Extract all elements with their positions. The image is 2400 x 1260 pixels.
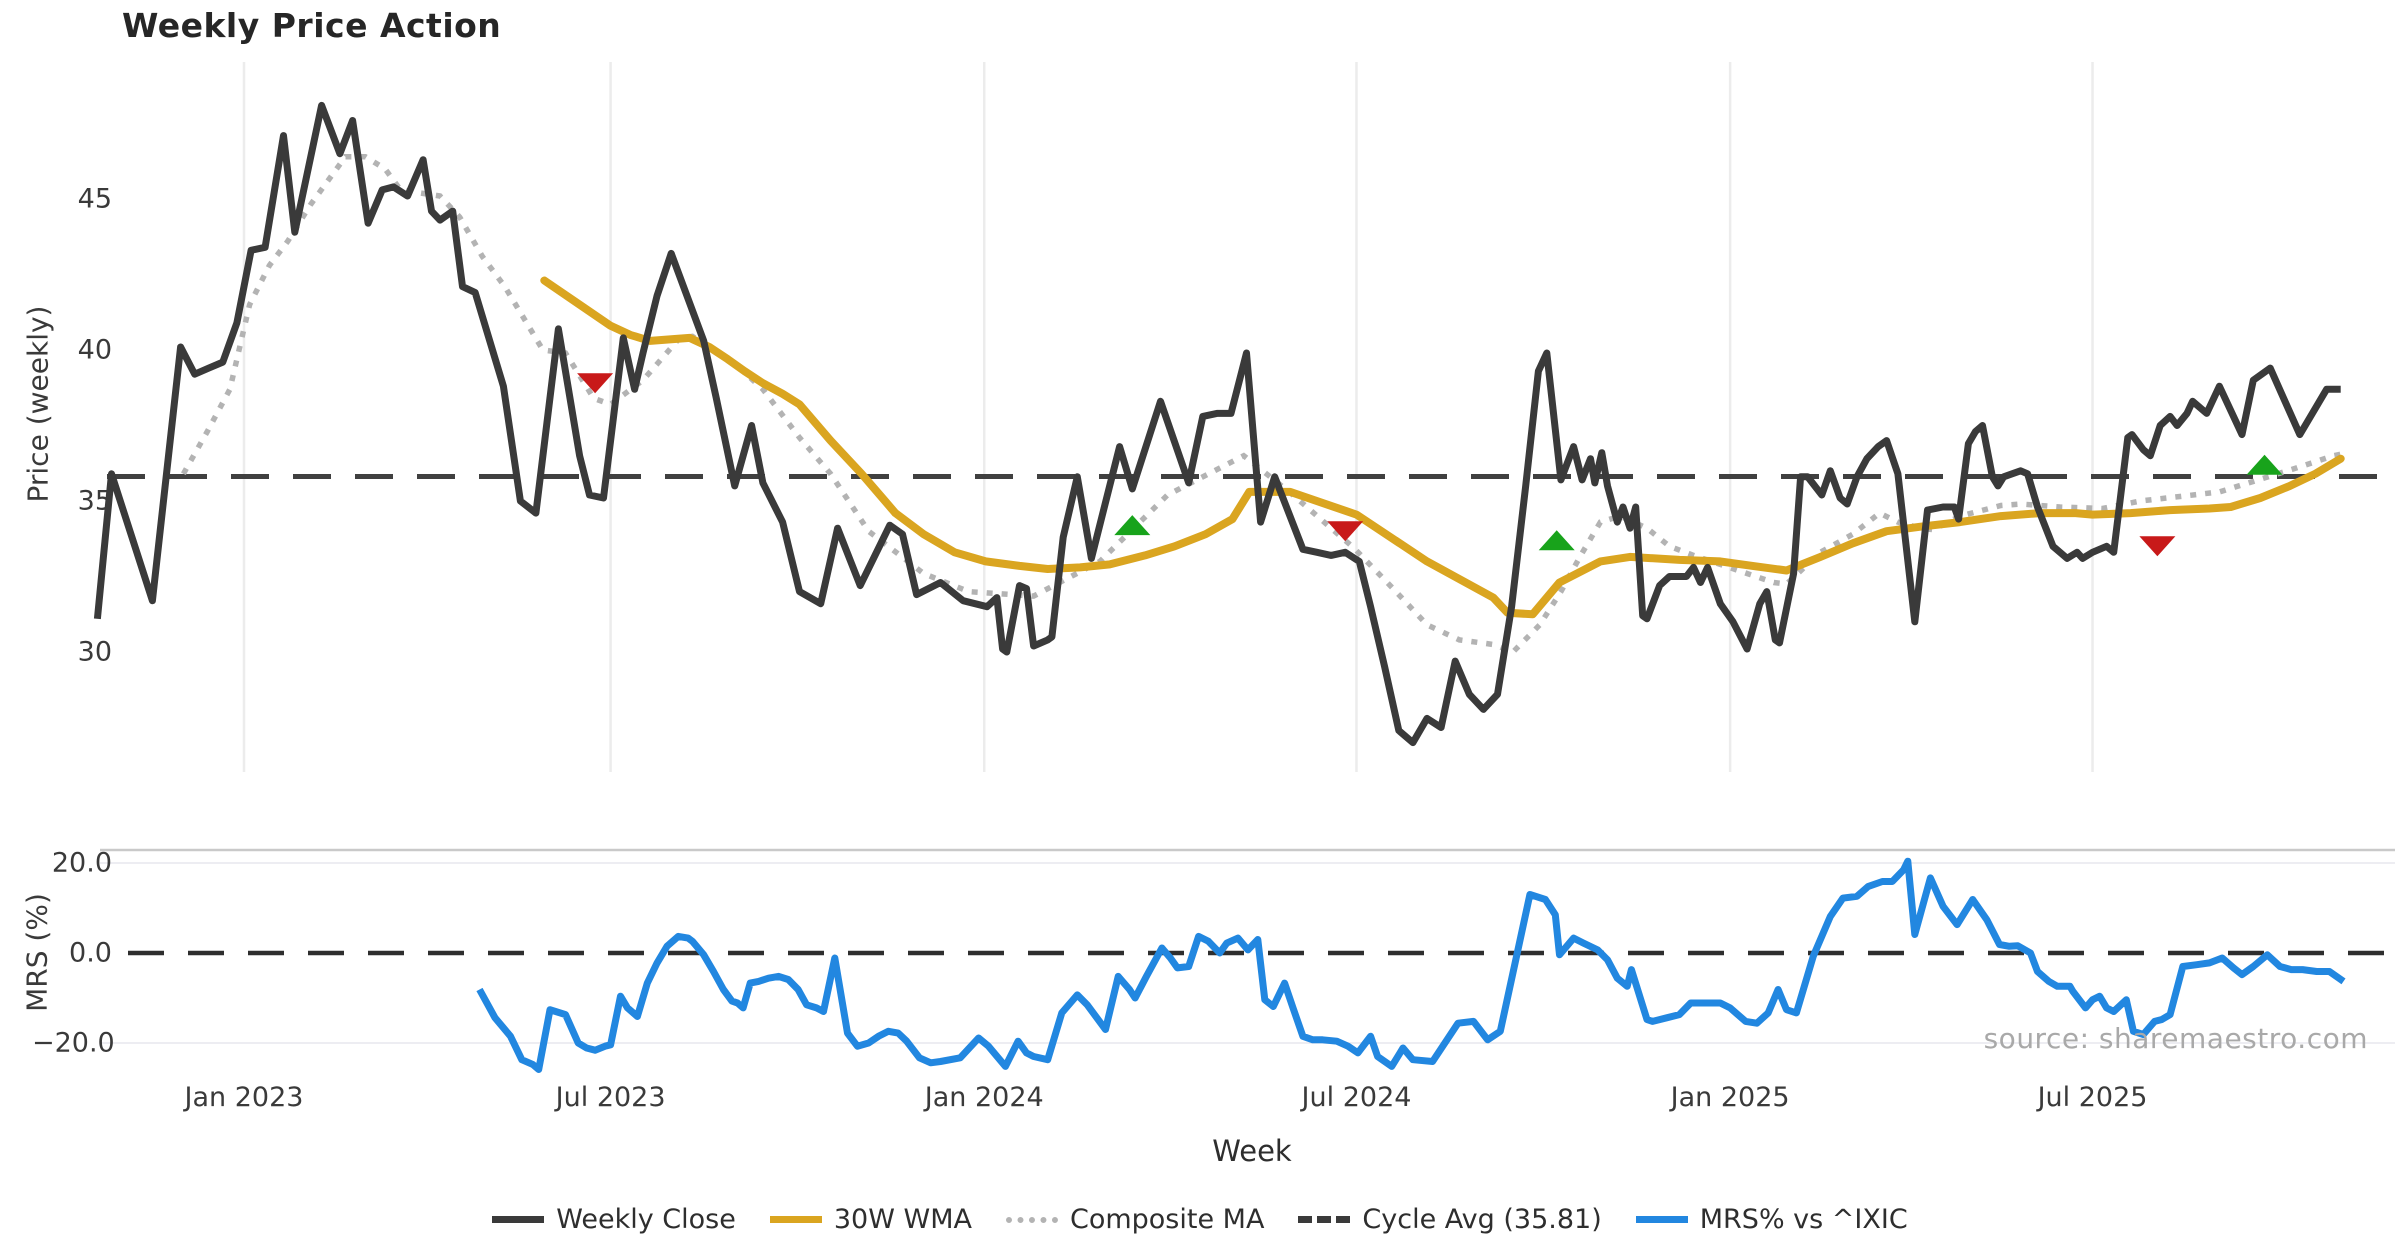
price-tick-label: 30 [77,636,112,668]
legend-label: MRS% vs ^IXIC [1699,1204,1908,1235]
buy-signal-icon [1114,515,1151,536]
legend-item-composite-ma: Composite MA [1005,1204,1265,1235]
mrs-gridlines [100,862,2395,1044]
legend-label: Composite MA [1069,1204,1265,1235]
composite-ma-swatch-icon [1005,1216,1058,1223]
sell-signal-icon [2139,536,2176,557]
mrs-swatch-icon [1635,1216,1688,1223]
mrs-line [476,857,2346,1073]
x-tick-label: Jan 2023 [184,1082,304,1113]
mrs-tick-label: 20.0 [51,847,112,879]
x-tick-label: Jan 2025 [1670,1082,1790,1113]
x-tick-label: Jan 2024 [924,1082,1044,1113]
cycle-avg-swatch-icon [1298,1216,1351,1223]
x-tick-label: Jul 2024 [1301,1082,1412,1113]
legend-item-mrs: MRS% vs ^IXIC [1635,1204,1908,1235]
mrs-tick-label: −20.0 [32,1027,115,1059]
x-axis-label: Week [1212,1134,1292,1168]
legend: Weekly Close 30W WMA Composite MA Cycle … [0,1204,2400,1235]
composite-ma-line [181,153,2342,656]
legend-item-30w-wma: 30W WMA [769,1204,972,1235]
price-axis-label: Price (weekly) [21,305,55,503]
legend-item-weekly-close: Weekly Close [492,1204,736,1235]
sell-signal-icon [1327,521,1364,542]
price-tick-label: 40 [77,334,112,366]
signal-markers [577,373,2283,557]
weekly-close-line [93,101,2341,747]
legend-label: Cycle Avg (35.81) [1362,1204,1602,1235]
buy-signal-icon [2246,454,2283,475]
legend-item-cycle-avg: Cycle Avg (35.81) [1298,1204,1602,1235]
vertical-gridlines [242,62,2094,772]
mrs-tick-label: 0.0 [69,937,112,969]
x-tick-label: Jul 2023 [555,1082,666,1113]
price-tick-label: 35 [77,485,112,517]
wma-30w-line [540,276,2345,619]
page-title: Weekly Price Action [122,6,502,45]
wma-swatch-icon [769,1216,822,1223]
x-tick-label: Jul 2025 [2037,1082,2148,1113]
weekly-close-swatch-icon [492,1216,545,1223]
buy-signal-icon [1538,530,1575,551]
source-note: source: sharemaestro.com [1983,1022,2368,1055]
legend-label: Weekly Close [556,1204,736,1235]
legend-label: 30W WMA [833,1204,972,1235]
sell-signal-icon [577,373,614,394]
price-tick-label: 45 [77,183,112,215]
